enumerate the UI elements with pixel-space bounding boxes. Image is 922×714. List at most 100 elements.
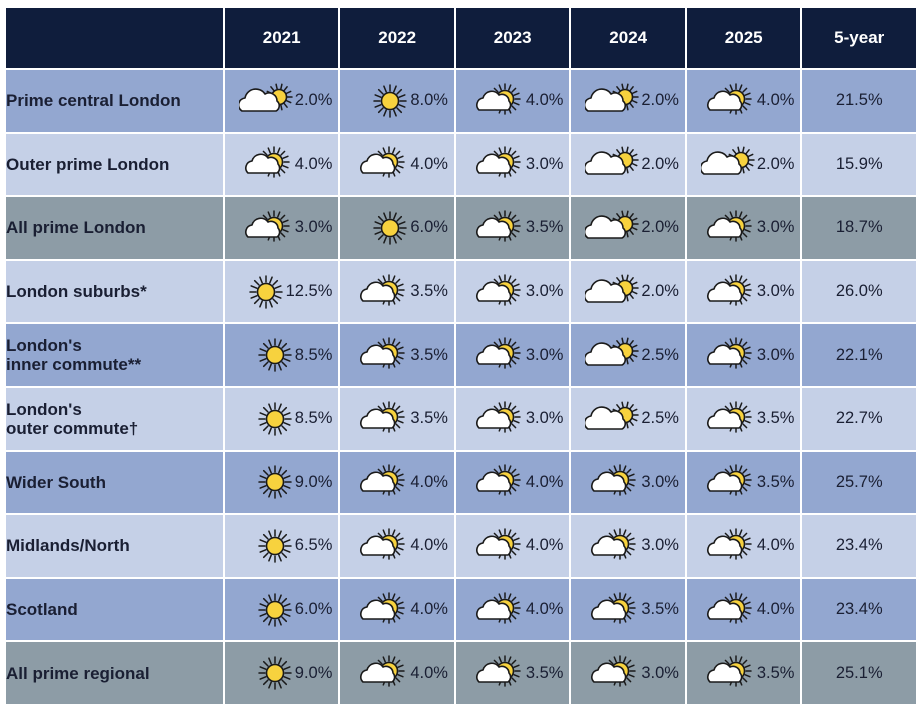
sun-cloud-icon [701, 209, 755, 247]
sun-cloud-icon [470, 400, 524, 438]
forecast-cell: 12.5% [224, 260, 339, 323]
forecast-value: 3.0% [525, 345, 564, 364]
header-2023: 2023 [455, 8, 570, 68]
sun-icon [239, 400, 293, 438]
row-label: All prime regional [6, 642, 223, 704]
sun-cloud-icon [470, 145, 524, 183]
sun-cloud-icon [701, 463, 755, 501]
cloud-sun-icon [585, 336, 640, 374]
forecast-cell: 8.0% [340, 70, 454, 132]
table-row: All prime regional 9.0% 4.0% 3.5% 3.0% 3.5% 25… [6, 642, 916, 704]
sun-cloud-icon [354, 463, 408, 501]
forecast-cell: 3.0% [686, 197, 801, 259]
forecast-value: 4.0% [525, 600, 564, 619]
header-5-year: 5-year [802, 8, 916, 68]
forecast-value: 4.0% [525, 536, 564, 555]
forecast-cell: 6.0% [224, 578, 339, 641]
forecast-value: 3.0% [641, 536, 679, 555]
forecast-cell: 4.0% [455, 515, 570, 577]
forecast-cell: 3.0% [455, 387, 570, 450]
table-row: Wider South 9.0% 4.0% 4.0% 3.0% 3.5% 25.7% [6, 451, 916, 514]
forecast-cell: 3.5% [455, 197, 570, 259]
sun-icon [239, 463, 293, 501]
forecast-value: 3.5% [525, 218, 564, 237]
forecast-value: 3.0% [641, 663, 679, 682]
forecast-value: 3.0% [756, 282, 795, 301]
forecast-value: 3.5% [410, 282, 448, 301]
sun-cloud-icon [239, 209, 293, 247]
forecast-cell: 3.0% [455, 324, 570, 386]
row-label-text-line2: inner commute** [6, 355, 142, 375]
five-year-total: 25.1% [802, 642, 916, 704]
forecast-cell: 2.5% [571, 324, 685, 386]
sun-cloud-icon [701, 527, 755, 565]
forecast-value: 3.5% [641, 600, 679, 619]
row-label: Wider South [6, 451, 223, 514]
forecast-value: 4.0% [410, 472, 448, 491]
sun-cloud-icon [470, 82, 524, 120]
cloud-sun-icon [700, 145, 755, 183]
forecast-value: 4.0% [410, 154, 448, 173]
forecast-cell: 3.5% [340, 387, 454, 450]
forecast-cell: 6.5% [224, 515, 339, 577]
sun-cloud-icon [354, 336, 408, 374]
row-label: All prime London [6, 197, 223, 259]
forecast-cell: 2.5% [571, 387, 685, 450]
five-year-total: 23.4% [802, 515, 916, 577]
forecast-cell: 3.5% [686, 387, 801, 450]
sun-icon [239, 336, 293, 374]
forecast-value: 9.0% [294, 472, 333, 491]
forecast-cell: 3.0% [571, 451, 685, 514]
forecast-value: 4.0% [756, 536, 795, 555]
sun-icon [239, 654, 293, 692]
row-label-text: London's [6, 399, 82, 419]
table-row: London's inner commute** 8.5% 3.5% 3.0% 2.5% 3… [6, 324, 916, 386]
sun-cloud-icon [354, 145, 408, 183]
cloud-sun-icon [238, 82, 293, 120]
forecast-cell: 2.0% [571, 133, 685, 196]
forecast-cell: 6.0% [340, 197, 454, 259]
row-label-text: Scotland [6, 600, 78, 620]
five-year-total: 23.4% [802, 578, 916, 641]
forecast-value: 3.0% [756, 218, 795, 237]
forecast-value: 6.5% [294, 536, 333, 555]
sun-icon [230, 273, 284, 311]
forecast-cell: 4.0% [455, 70, 570, 132]
forecast-value: 2.0% [294, 91, 333, 110]
forecast-value: 2.0% [756, 154, 795, 173]
sun-cloud-icon [470, 527, 524, 565]
forecast-cell: 3.0% [455, 260, 570, 323]
forecast-cell: 2.0% [224, 70, 339, 132]
forecast-value: 4.0% [525, 472, 564, 491]
row-label-text: London's [6, 336, 82, 356]
sun-cloud-icon [470, 209, 524, 247]
forecast-value: 2.0% [641, 218, 679, 237]
row-label-text: Midlands/North [6, 536, 130, 556]
row-label-text-line2: outer commute† [6, 418, 139, 438]
sun-cloud-icon [470, 654, 524, 692]
forecast-value: 3.5% [410, 409, 448, 428]
forecast-cell: 9.0% [224, 642, 339, 704]
sun-cloud-icon [239, 145, 293, 183]
forecast-cell: 3.5% [686, 451, 801, 514]
forecast-value: 3.5% [756, 409, 795, 428]
forecast-value: 6.0% [410, 218, 448, 237]
forecast-cell: 4.0% [686, 70, 801, 132]
table-row: Scotland 6.0% 4.0% 4.0% 3.5% 4.0% 23.4% [6, 578, 916, 641]
forecast-value: 9.0% [294, 663, 333, 682]
forecast-cell: 4.0% [686, 578, 801, 641]
five-year-total: 22.1% [802, 324, 916, 386]
row-label-text: Wider South [6, 472, 106, 492]
forecast-cell: 4.0% [455, 451, 570, 514]
row-label-text: Prime central London [6, 91, 181, 111]
forecast-value: 8.0% [410, 91, 448, 110]
forecast-cell: 3.5% [340, 260, 454, 323]
table-row: London's outer commute† 8.5% 3.5% 3.0% 2.5% 3.… [6, 387, 916, 450]
forecast-cell: 3.5% [571, 578, 685, 641]
sun-cloud-icon [470, 336, 524, 374]
forecast-cell: 2.0% [686, 133, 801, 196]
row-label-text: All prime regional [6, 663, 150, 683]
table-row: Prime central London 2.0% 8.0% 4.0% 2.0% 4.0%… [6, 70, 916, 132]
forecast-value: 3.0% [294, 218, 333, 237]
sun-icon [354, 209, 408, 247]
